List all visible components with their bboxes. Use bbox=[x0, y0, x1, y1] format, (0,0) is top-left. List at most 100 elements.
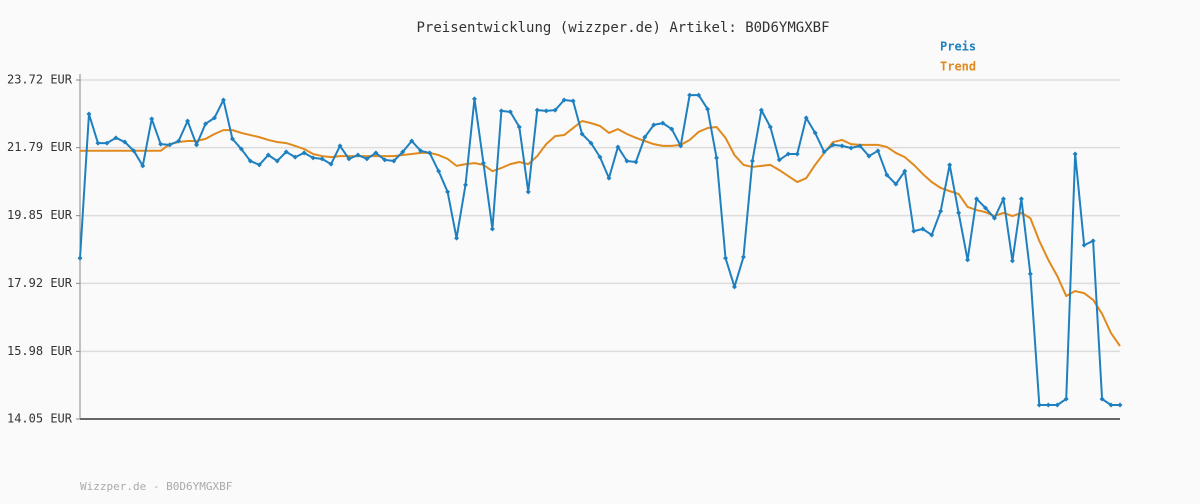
data-point bbox=[337, 143, 343, 149]
data-point bbox=[678, 143, 684, 149]
data-point bbox=[570, 98, 576, 104]
data-point bbox=[911, 228, 917, 234]
data-point bbox=[1027, 271, 1033, 277]
data-point bbox=[498, 108, 504, 114]
data-point bbox=[301, 150, 307, 156]
data-point bbox=[543, 108, 549, 114]
data-point bbox=[1117, 402, 1123, 408]
data-point bbox=[265, 152, 271, 158]
data-point bbox=[400, 149, 406, 155]
data-point bbox=[1045, 402, 1051, 408]
data-point bbox=[516, 124, 522, 130]
data-point bbox=[857, 143, 863, 149]
data-point bbox=[848, 145, 854, 151]
data-point bbox=[767, 124, 773, 130]
data-point bbox=[346, 156, 352, 162]
data-point bbox=[525, 189, 531, 195]
data-point bbox=[211, 115, 217, 121]
data-point bbox=[77, 255, 83, 261]
data-point bbox=[328, 161, 334, 167]
data-point bbox=[642, 134, 648, 140]
data-point bbox=[902, 168, 908, 174]
data-point bbox=[427, 150, 433, 156]
y-tick-label: 23.72 EUR bbox=[7, 73, 73, 87]
data-point bbox=[1018, 196, 1024, 202]
data-point bbox=[373, 150, 379, 156]
data-point bbox=[1054, 402, 1060, 408]
data-point bbox=[947, 162, 953, 168]
data-point bbox=[669, 126, 675, 132]
y-tick-label: 17.92 EUR bbox=[7, 276, 73, 290]
data-point bbox=[292, 154, 298, 160]
data-point bbox=[758, 107, 764, 113]
y-tick-label: 21.79 EUR bbox=[7, 140, 73, 154]
data-point bbox=[86, 111, 92, 117]
data-point bbox=[203, 121, 209, 127]
data-point bbox=[983, 205, 989, 211]
data-point bbox=[131, 148, 137, 154]
data-point bbox=[615, 144, 621, 150]
data-point bbox=[185, 118, 191, 124]
data-point bbox=[633, 159, 639, 165]
data-point bbox=[714, 155, 720, 161]
data-point bbox=[355, 152, 361, 158]
data-point bbox=[256, 162, 262, 168]
data-point bbox=[463, 182, 469, 188]
data-point bbox=[409, 138, 415, 144]
data-point bbox=[319, 156, 325, 162]
data-point bbox=[821, 149, 827, 155]
data-point bbox=[731, 284, 737, 290]
data-point bbox=[803, 115, 809, 121]
data-point bbox=[454, 235, 460, 241]
data-point bbox=[687, 92, 693, 98]
data-point bbox=[705, 106, 711, 112]
legend-label: Trend bbox=[940, 60, 976, 74]
y-tick-label: 14.05 EUR bbox=[7, 412, 73, 426]
data-point bbox=[283, 149, 289, 155]
data-point bbox=[651, 122, 657, 128]
data-point bbox=[1036, 402, 1042, 408]
data-point bbox=[113, 135, 119, 141]
data-point bbox=[1081, 242, 1087, 248]
data-point bbox=[122, 139, 128, 145]
data-point bbox=[247, 158, 253, 164]
data-point bbox=[920, 226, 926, 232]
data-point bbox=[588, 140, 594, 146]
data-point bbox=[310, 155, 316, 161]
data-point bbox=[776, 157, 782, 163]
data-point bbox=[929, 232, 935, 238]
data-point bbox=[507, 109, 513, 115]
data-point bbox=[561, 97, 567, 103]
data-point bbox=[238, 146, 244, 152]
series-line bbox=[80, 120, 1121, 347]
data-point bbox=[696, 92, 702, 98]
data-point bbox=[1000, 196, 1006, 202]
data-point bbox=[95, 140, 101, 146]
data-point bbox=[866, 153, 872, 159]
chart-title: Preisentwicklung (wizzper.de) Artikel: B… bbox=[416, 20, 829, 36]
data-point bbox=[534, 107, 540, 113]
data-point bbox=[1072, 151, 1078, 157]
data-point bbox=[167, 142, 173, 148]
data-point bbox=[104, 140, 110, 146]
data-point bbox=[1108, 402, 1114, 408]
data-point bbox=[624, 158, 630, 164]
data-point bbox=[552, 107, 558, 113]
data-point bbox=[229, 136, 235, 142]
data-point bbox=[830, 142, 836, 148]
data-point bbox=[274, 158, 280, 164]
data-point bbox=[391, 158, 397, 164]
data-point bbox=[364, 156, 370, 162]
data-point bbox=[974, 196, 980, 202]
y-tick-label: 15.98 EUR bbox=[7, 344, 73, 358]
data-point bbox=[220, 97, 226, 103]
data-point bbox=[176, 138, 182, 144]
data-point bbox=[875, 148, 881, 154]
data-point bbox=[158, 141, 164, 147]
data-point bbox=[965, 257, 971, 263]
data-point bbox=[785, 151, 791, 157]
data-point bbox=[740, 254, 746, 260]
y-tick-label: 19.85 EUR bbox=[7, 208, 73, 222]
